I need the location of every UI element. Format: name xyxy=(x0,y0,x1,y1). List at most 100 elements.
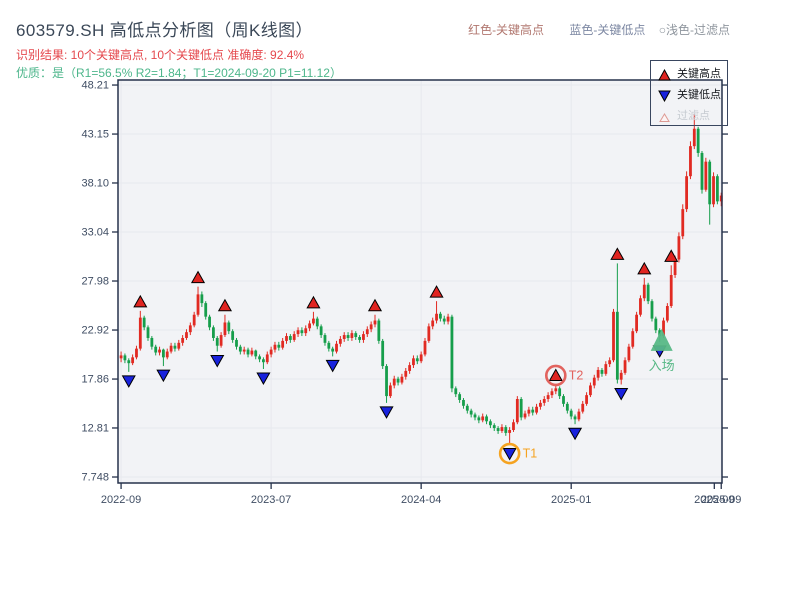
filtered-triangle-icon xyxy=(659,112,670,122)
legend-item-key-low: 关键低点 xyxy=(658,85,727,106)
candle-body xyxy=(335,343,338,352)
candle-body xyxy=(258,356,261,360)
candle-body xyxy=(331,348,335,352)
candle-body xyxy=(646,284,650,302)
key-high-marker xyxy=(548,368,563,381)
candle-body xyxy=(489,421,492,426)
y-tick-label: 27.98 xyxy=(81,276,109,288)
candle-body xyxy=(539,402,542,407)
candle-body xyxy=(161,349,165,358)
candle-body xyxy=(319,326,323,336)
candle-body xyxy=(323,335,327,343)
candle-body xyxy=(188,325,192,333)
y-tick-label: 33.04 xyxy=(81,226,109,238)
candle-body xyxy=(238,346,242,352)
top-legend-key-low-label: 蓝色-关键低点 xyxy=(569,23,646,37)
key-high-marker xyxy=(367,298,383,312)
candle-body xyxy=(223,322,227,336)
candle-body xyxy=(212,327,215,338)
candle-body xyxy=(185,332,188,338)
candle-body xyxy=(358,337,361,340)
candle-body xyxy=(246,349,250,355)
candle-body xyxy=(639,298,642,315)
key-low-marker xyxy=(379,406,394,419)
candle-body xyxy=(119,355,123,359)
candle-body xyxy=(385,366,388,397)
candle-body xyxy=(419,354,423,362)
y-tick-label: 22.92 xyxy=(81,325,109,337)
top-legend-filtered-label: ○浅色-过滤点 xyxy=(658,23,730,37)
candle-body xyxy=(138,317,142,349)
key-low-triangle-icon xyxy=(658,90,671,102)
candle-body xyxy=(177,342,181,349)
t1-circle xyxy=(498,442,521,465)
candle-body xyxy=(354,333,358,338)
candle-body xyxy=(377,320,381,341)
candle-body xyxy=(596,369,600,378)
candle-body xyxy=(662,320,665,337)
x-tick-label: 2022-09 xyxy=(101,494,141,506)
candle-body xyxy=(469,410,473,415)
candle-body xyxy=(369,324,373,330)
candle-body xyxy=(362,334,365,340)
key-low-marker xyxy=(325,359,340,373)
y-tick-label: 48.21 xyxy=(81,80,109,92)
candle-body xyxy=(415,358,419,362)
candle-body xyxy=(462,399,465,406)
candle-body xyxy=(312,318,315,324)
candle-body xyxy=(585,395,588,404)
candle-body xyxy=(142,317,146,328)
candle-body xyxy=(381,340,385,367)
candle-body xyxy=(715,176,719,202)
x-tick-label: 2023-07 xyxy=(251,494,291,506)
candle-body xyxy=(700,152,704,190)
candle-body xyxy=(127,360,131,364)
candle-body xyxy=(569,410,573,417)
candle-body xyxy=(412,358,415,366)
candle-body xyxy=(642,284,646,299)
candle-body xyxy=(431,320,435,327)
candle-body xyxy=(277,344,281,348)
candle-body xyxy=(558,388,562,397)
candle-body xyxy=(435,313,438,321)
candle-body xyxy=(631,331,635,347)
candle-body xyxy=(615,311,619,380)
legend-filtered-label: 过滤点 xyxy=(677,110,710,122)
candle-body xyxy=(135,348,138,358)
key-high-marker xyxy=(637,261,652,275)
candle-body xyxy=(719,195,723,202)
y-tick-label: 38.10 xyxy=(81,177,109,189)
key-low-marker xyxy=(156,369,171,383)
candle-body xyxy=(600,369,604,374)
candle-body xyxy=(577,411,581,420)
candle-body xyxy=(619,372,623,380)
candle-body xyxy=(181,337,185,343)
candle-body xyxy=(554,388,558,392)
candle-body xyxy=(173,345,177,349)
candle-body xyxy=(346,335,350,338)
candle-body xyxy=(373,320,377,325)
candle-body xyxy=(562,396,565,404)
candle-body xyxy=(442,318,446,322)
x-tick-label: 2025-09 xyxy=(701,494,741,506)
key-high-marker xyxy=(429,285,444,298)
candle-body xyxy=(269,349,273,355)
candle-body xyxy=(154,346,158,353)
candle-body xyxy=(165,351,169,358)
gridlines xyxy=(118,80,722,483)
candle-body xyxy=(458,394,462,400)
candle-body xyxy=(669,275,673,307)
candle-body xyxy=(550,391,554,396)
candle-body xyxy=(689,146,692,177)
candle-body xyxy=(589,385,592,396)
candle-body xyxy=(477,417,481,421)
recognition-result-text: 识别结果: 10个关键高点, 10个关键低点 准确度: 92.4% xyxy=(16,48,305,62)
candle-body xyxy=(227,322,231,332)
legend-key-low-label: 关键低点 xyxy=(677,89,721,101)
candle-body xyxy=(365,329,369,335)
candle-body xyxy=(262,359,265,363)
candle-body xyxy=(692,128,696,147)
key-point-markers xyxy=(121,247,679,461)
candle-body xyxy=(581,403,585,412)
